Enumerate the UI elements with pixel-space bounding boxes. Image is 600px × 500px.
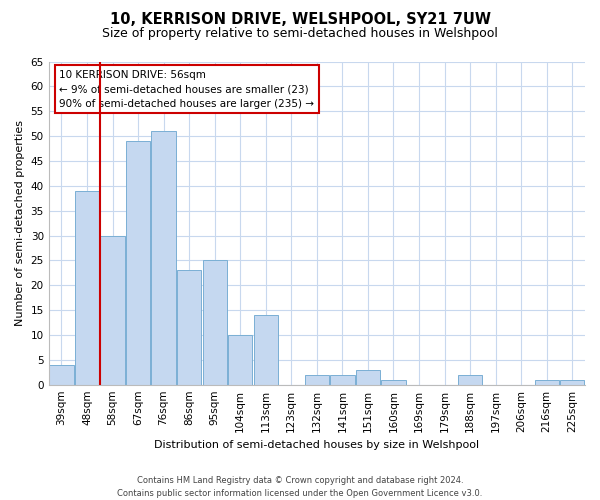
Text: 10, KERRISON DRIVE, WELSHPOOL, SY21 7UW: 10, KERRISON DRIVE, WELSHPOOL, SY21 7UW <box>110 12 491 28</box>
Bar <box>560 380 584 384</box>
Bar <box>458 374 482 384</box>
Bar <box>305 374 329 384</box>
Bar <box>330 374 355 384</box>
Bar <box>254 315 278 384</box>
Bar <box>100 236 125 384</box>
Bar <box>177 270 201 384</box>
Bar <box>203 260 227 384</box>
Bar <box>535 380 559 384</box>
Bar <box>49 365 74 384</box>
Bar <box>126 141 150 384</box>
Bar <box>228 335 253 384</box>
Text: Size of property relative to semi-detached houses in Welshpool: Size of property relative to semi-detach… <box>102 28 498 40</box>
Y-axis label: Number of semi-detached properties: Number of semi-detached properties <box>15 120 25 326</box>
Bar <box>382 380 406 384</box>
Bar <box>356 370 380 384</box>
X-axis label: Distribution of semi-detached houses by size in Welshpool: Distribution of semi-detached houses by … <box>154 440 479 450</box>
Bar <box>151 131 176 384</box>
Bar <box>75 191 99 384</box>
Text: Contains HM Land Registry data © Crown copyright and database right 2024.
Contai: Contains HM Land Registry data © Crown c… <box>118 476 482 498</box>
Text: 10 KERRISON DRIVE: 56sqm
← 9% of semi-detached houses are smaller (23)
90% of se: 10 KERRISON DRIVE: 56sqm ← 9% of semi-de… <box>59 70 314 109</box>
